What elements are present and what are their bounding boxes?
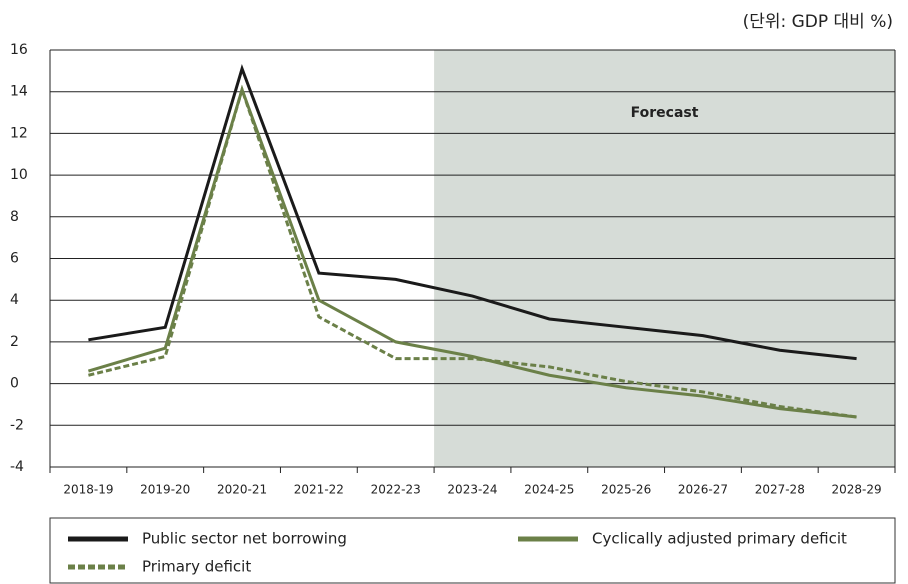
y-tick-label: 16 <box>10 42 28 58</box>
y-tick-label: -2 <box>10 417 24 433</box>
legend-label: Public sector net borrowing <box>142 530 347 548</box>
y-tick-label: 6 <box>10 251 19 267</box>
legend-label: Cyclically adjusted primary deficit <box>592 530 847 548</box>
y-tick-label: 12 <box>10 125 28 141</box>
x-tick-label: 2022-23 <box>371 483 421 497</box>
x-tick-label: 2025-26 <box>601 483 651 497</box>
legend-box <box>49 517 896 584</box>
forecast-label: Forecast <box>631 105 699 121</box>
legend-label: Primary deficit <box>142 558 251 576</box>
x-tick-label: 2027-28 <box>755 483 805 497</box>
series-line <box>88 64 857 361</box>
y-tick-label: 4 <box>10 292 19 308</box>
y-tick-label: -4 <box>10 459 24 475</box>
y-tick-label: 14 <box>10 84 28 100</box>
x-tick-label: 2019-20 <box>140 483 190 497</box>
y-tick-label: 10 <box>10 167 28 183</box>
y-tick-label: 2 <box>10 334 19 350</box>
series-line <box>88 84 857 419</box>
y-tick-label: 8 <box>10 209 19 225</box>
x-tick-label: 2026-27 <box>678 483 728 497</box>
x-tick-label: 2018-19 <box>63 483 113 497</box>
x-tick-label: 2028-29 <box>832 483 882 497</box>
x-tick-label: 2021-22 <box>294 483 344 497</box>
y-tick-label: 0 <box>10 376 19 392</box>
x-tick-label: 2023-24 <box>447 483 497 497</box>
x-tick-label: 2020-21 <box>217 483 267 497</box>
unit-note: (단위: GDP 대비 %) <box>743 12 893 32</box>
x-tick-label: 2024-25 <box>524 483 574 497</box>
